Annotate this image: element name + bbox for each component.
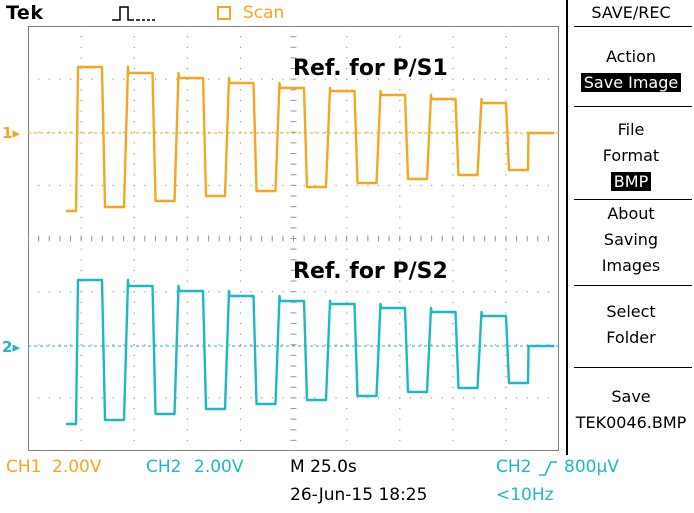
file-format-value: BMP [610,172,652,191]
pulse-trigger-icon [112,6,155,21]
menu-title: SAVE/REC [591,3,671,22]
about-label: Images [601,256,661,275]
display-grid [28,26,559,451]
brand-logo: Tek [6,2,44,24]
ch2-ground-marker[interactable]: 2▸ [2,338,20,356]
menu-divider [574,367,692,368]
side-menu: SAVE/REC Action Save Image File Format B… [566,0,694,455]
rising-edge-icon [539,461,557,476]
file-format-label: Format [602,146,660,165]
waveform-traces [28,65,559,426]
about-label: Saving [603,230,659,249]
timebase: M 25.0s [290,457,357,477]
ref1-annotation: Ref. for P/S1 [293,56,448,81]
run-state-icon [217,6,231,20]
ch1-ground-marker[interactable]: 1▸ [2,124,20,142]
top-status-bar: Tek Scan [0,0,566,26]
date-time: 26-Jun-15 18:25 [290,485,428,505]
run-state-label: Scan [243,3,285,23]
ch2-scale: 2.00V [194,457,244,477]
save-label: Save [611,387,651,406]
ref2-annotation: Ref. for P/S2 [293,259,448,284]
trigger-level: 800μV [564,457,619,477]
menu-divider [574,26,692,27]
file-format-label: File [617,120,645,139]
trigger-frequency: <10Hz [496,485,554,505]
ch1-scale: 2.00V [52,457,102,477]
about-label: About [607,204,655,223]
save-filename: TEK0046.BMP [575,413,687,432]
ch1-label: CH1 [6,457,42,477]
trigger-source: CH2 [496,457,532,477]
bottom-status-bar: CH1 2.00V CH2 2.00V M 25.0s 26-Jun-15 18… [0,455,694,513]
action-label: Action [605,47,657,66]
select-folder-label: Select [606,302,656,321]
select-folder-label: Folder [606,328,656,347]
menu-divider [574,199,692,200]
waveform-display [28,26,559,451]
ch2-label: CH2 [146,457,182,477]
menu-divider [574,285,692,286]
menu-divider [574,106,692,107]
action-value: Save Image [580,73,682,92]
